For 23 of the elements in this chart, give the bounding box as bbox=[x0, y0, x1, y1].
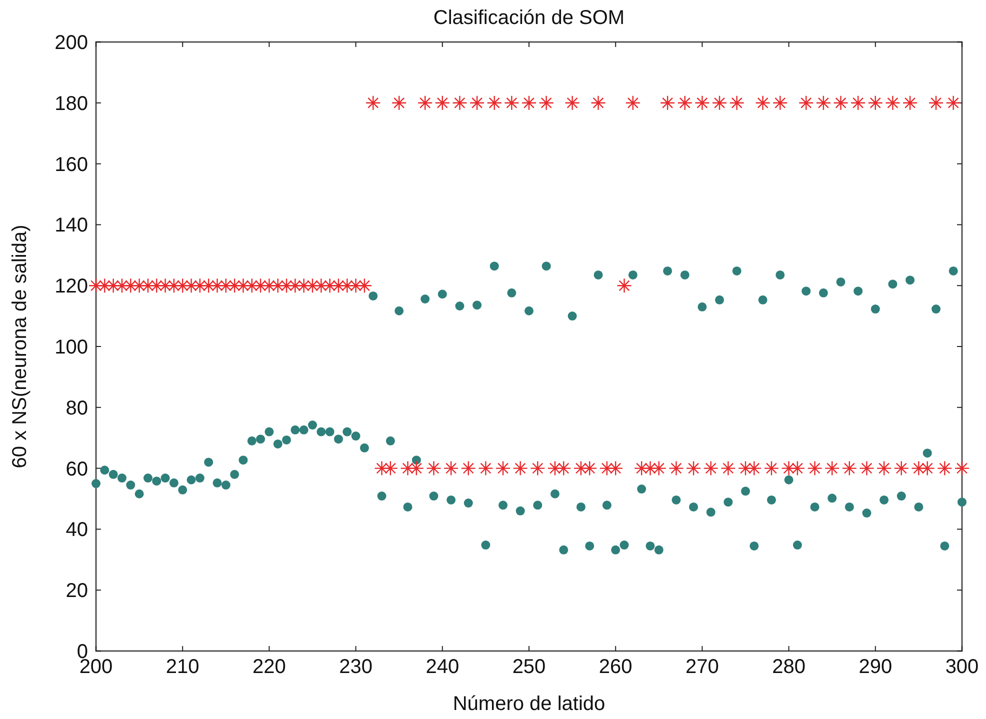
y-tick-label: 200 bbox=[54, 32, 88, 54]
y-axis-title: 60 x NS(neurona de salida) bbox=[9, 224, 31, 468]
x-tick-label: 280 bbox=[772, 656, 806, 678]
x-tick-label: 240 bbox=[426, 656, 460, 678]
y-tick-label: 20 bbox=[66, 580, 88, 602]
x-tick-label: 230 bbox=[339, 656, 372, 678]
y-tick-label: 180 bbox=[54, 92, 88, 115]
y-tick-label: 160 bbox=[54, 154, 88, 176]
x-tick-label: 290 bbox=[858, 656, 892, 678]
y-tick-label: 140 bbox=[54, 214, 88, 237]
x-tick-label: 260 bbox=[598, 656, 632, 678]
y-tick-label: 100 bbox=[54, 336, 88, 358]
x-tick-label: 220 bbox=[252, 656, 286, 678]
chart-title: Clasificación de SOM bbox=[433, 7, 625, 29]
x-axis-title: Número de latido bbox=[452, 693, 606, 715]
x-tick-label: 210 bbox=[166, 656, 200, 678]
x-tick-label: 270 bbox=[686, 656, 719, 678]
x-tick-label: 300 bbox=[945, 656, 979, 678]
y-tick-label: 80 bbox=[66, 397, 88, 420]
y-tick-label: 60 bbox=[66, 458, 88, 480]
y-tick-label: 120 bbox=[54, 276, 88, 298]
x-tick-label: 250 bbox=[512, 656, 546, 678]
y-tick-label: 40 bbox=[66, 519, 88, 542]
